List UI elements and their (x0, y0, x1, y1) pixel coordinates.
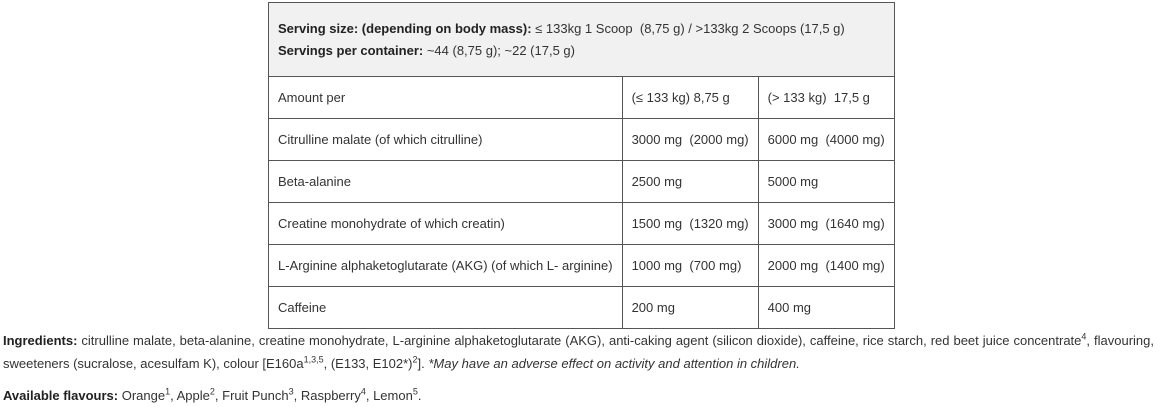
header-row: Serving size: (depending on body mass): … (268, 2, 895, 77)
flavours: Available flavours: Orange1, Apple2, Fru… (3, 384, 1154, 407)
run-text: . (417, 388, 422, 403)
table-cell: 200 mg (621, 286, 759, 329)
run-text: citrulline malate, beta-alanine, creatin… (77, 333, 1082, 348)
table-cell: 2500 mg (621, 160, 759, 203)
table-cell: 3000 mg (1640 mg) (757, 202, 895, 245)
table-row: Caffeine 200 mg 400 mg (268, 286, 895, 329)
run-text: , Raspberry (293, 388, 361, 403)
table-cell: Amount per (268, 76, 623, 119)
table-cell: L-Arginine alphaketoglutarate (AKG) (of … (268, 244, 623, 287)
header-label: Servings per container: (278, 42, 424, 58)
table-cell: 6000 mg (4000 mg) (757, 118, 895, 161)
superscript: 1 (165, 386, 171, 397)
table-cell: 400 mg (757, 286, 895, 329)
table-cell: 3000 mg (2000 mg) (621, 118, 759, 161)
run-text: , Apple (170, 388, 210, 403)
table-row: Citrulline malate (of which citrulline) 3… (268, 118, 895, 161)
table-row: L-Arginine alphaketoglutarate (AKG) (of … (268, 244, 895, 287)
header-line: Serving size: (depending on body mass): … (278, 18, 885, 40)
table-cell: 1500 mg (1320 mg) (621, 202, 759, 245)
superscript: 2 (412, 354, 418, 365)
nutrition-table: Serving size: (depending on body mass): … (268, 2, 895, 329)
run-text: *May have an adverse effect on activity … (428, 356, 800, 371)
header-text: ~44 (8,75 g); ~22 (17,5 g) (423, 42, 575, 58)
table-cell: (≤ 133 kg) 8,75 g (621, 76, 759, 119)
table-cell: Creatine monohydrate of which creatin) (268, 202, 623, 245)
header-label: Serving size: (depending on body mass): (278, 20, 532, 36)
superscript: 3 (288, 386, 294, 397)
run-text: , flavouring, sweeteners (sucralose, ace… (3, 333, 1154, 371)
run-text: , (E133, E102*) (323, 356, 413, 371)
superscript: 2 (209, 386, 215, 397)
header-cell: Serving size: (depending on body mass): … (268, 2, 895, 77)
table-row: Beta-alanine 2500 mg 5000 mg (268, 160, 895, 203)
table-cell: Caffeine (268, 286, 623, 329)
table-cell: Beta-alanine (268, 160, 623, 203)
table-cell: (> 133 kg) 17,5 g (757, 76, 895, 119)
run-text: Orange (118, 388, 166, 403)
ingredients-label: Ingredients: (3, 333, 78, 348)
run-text: , Fruit Punch (214, 388, 289, 403)
table-row: Creatine monohydrate of which creatin) 15… (268, 202, 895, 245)
table-cell: 2000 mg (1400 mg) (757, 244, 895, 287)
table-cell: 1000 mg (700 mg) (621, 244, 759, 287)
ingredients: Ingredients: citrulline malate, beta-ala… (3, 329, 1154, 375)
table-cell: 5000 mg (757, 160, 895, 203)
header-text: ≤ 133kg 1 Scoop (8,75 g) / >133kg 2 Scoo… (531, 20, 845, 36)
table-cell: Citrulline malate (of which citrulline) (268, 118, 623, 161)
superscript: 4 (1081, 331, 1087, 342)
table-row: Amount per (≤ 133 kg) 8,75 g (> 133 kg) 17… (268, 76, 895, 119)
run-text: , Lemon (365, 388, 413, 403)
superscript: 4 (360, 386, 366, 397)
header-line: Servings per container: ~44 (8,75 g); ~2… (278, 40, 885, 62)
flavours-label: Available flavours: (3, 388, 119, 403)
run-text: ]. (417, 356, 429, 371)
superscript: 5 (412, 386, 418, 397)
superscript: 1,3,5 (303, 354, 324, 365)
